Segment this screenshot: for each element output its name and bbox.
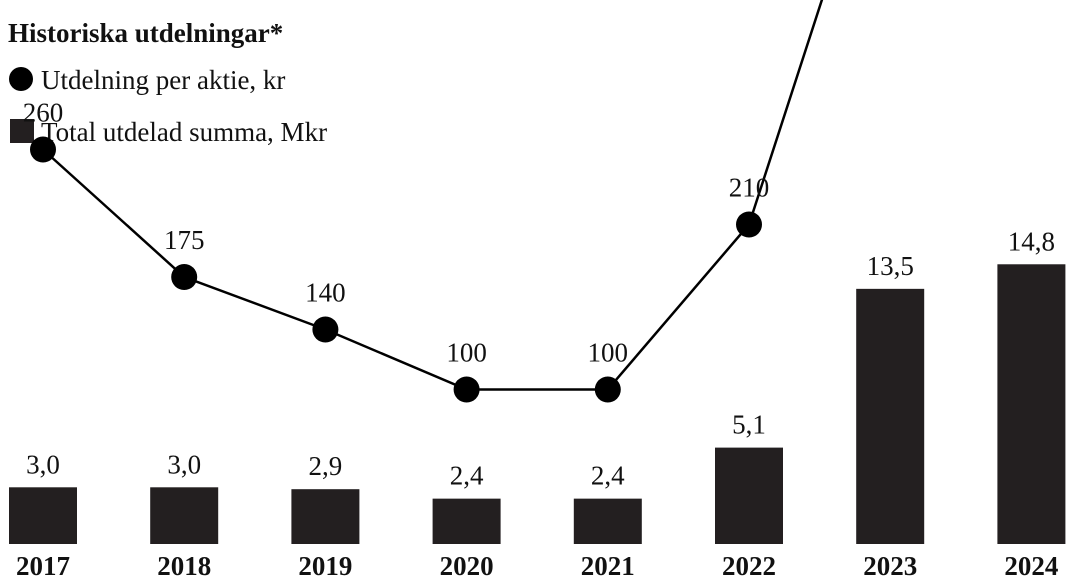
bar-label-2021: 2,4 (591, 461, 625, 491)
bar-label-2024: 14,8 (1008, 226, 1055, 256)
bar-2022 (715, 447, 783, 544)
year-label-2022: 2022 (722, 551, 776, 580)
year-label-2023: 2023 (863, 551, 917, 580)
per-share-line (42, 0, 824, 391)
point-label-2017: 260 (23, 98, 64, 128)
point-2019 (312, 316, 339, 343)
year-label-2017: 2017 (16, 551, 70, 580)
point-label-2018: 175 (164, 225, 205, 255)
legend-label-total: Total utdelad summa, Mkr (41, 117, 327, 147)
legend-line-marker-icon (9, 67, 33, 91)
labels-layer: 3,0 3,0 2,9 2,4 2,4 5,1 13,5 14,8 260 175 140 100 10… (16, 98, 1058, 580)
point-label-2019: 140 (305, 278, 346, 308)
chart-title: Historiska utdelningar* (8, 18, 283, 48)
bar-2024 (997, 264, 1066, 544)
point-label-2021: 100 (588, 338, 629, 368)
bar-2018 (150, 487, 219, 544)
bar-label-2020: 2,4 (450, 461, 484, 491)
bar-label-2017: 3,0 (26, 449, 60, 479)
bars-layer (9, 264, 1066, 544)
bar-2017 (9, 487, 77, 544)
point-2018 (171, 264, 198, 290)
point-2017 (30, 136, 56, 163)
bar-label-2023: 13,5 (867, 251, 914, 281)
year-label-2021: 2021 (581, 551, 635, 580)
year-label-2024: 2024 (1004, 551, 1058, 580)
year-label-2020: 2020 (440, 551, 494, 580)
bar-2021 (573, 498, 642, 544)
point-2022 (736, 211, 762, 238)
bar-2023 (856, 288, 925, 544)
legend-bar-swatch-icon (10, 119, 34, 143)
legend-label-per-share: Utdelning per aktie, kr (41, 65, 285, 95)
bar-2019 (291, 489, 360, 544)
point-2020 (453, 376, 480, 403)
year-label-2018: 2018 (157, 551, 211, 580)
point-2021 (594, 376, 621, 403)
bar-label-2022: 5,1 (732, 410, 766, 440)
point-label-2022: 210 (729, 173, 770, 203)
point-label-2020: 100 (446, 338, 487, 368)
line-layer (30, 0, 824, 403)
bar-label-2018: 3,0 (167, 449, 201, 479)
bar-2020 (432, 498, 501, 544)
year-label-2019: 2019 (298, 551, 352, 580)
bar-label-2019: 2,9 (309, 451, 343, 481)
